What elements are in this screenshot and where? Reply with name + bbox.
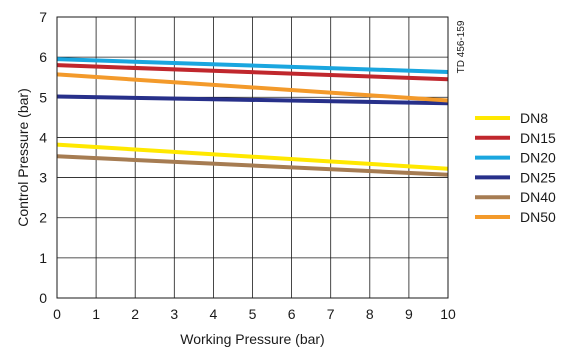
y-tick-label: 5 <box>39 89 47 105</box>
y-tick-label: 1 <box>39 250 47 266</box>
legend: DN8 DN15 DN20 DN25 DN40 DN50 <box>475 110 556 225</box>
x-tick-label: 0 <box>53 306 61 322</box>
y-axis-label: Control Pressure (bar) <box>15 88 31 227</box>
x-tick-label: 5 <box>249 306 257 322</box>
y-tick-label: 0 <box>39 290 47 306</box>
legend-label-dn15: DN15 <box>520 130 556 146</box>
x-tick-label: 8 <box>366 306 374 322</box>
x-tick-label: 7 <box>327 306 335 322</box>
x-axis-ticks: 0 1 2 3 4 5 6 7 8 9 10 <box>53 306 456 322</box>
y-tick-label: 3 <box>39 170 47 186</box>
x-tick-label: 10 <box>440 306 456 322</box>
legend-label-dn40: DN40 <box>520 189 556 205</box>
series-lines <box>56 57 449 177</box>
plot-frame <box>56 16 449 299</box>
x-tick-label: 4 <box>210 306 218 322</box>
figure-reference-code: TD 456-159 <box>456 20 467 73</box>
series-line-dn40 <box>56 154 449 177</box>
legend-label-dn50: DN50 <box>520 209 556 225</box>
y-axis-ticks: 0 1 2 3 4 5 6 7 <box>39 9 47 306</box>
y-tick-label: 7 <box>39 9 47 25</box>
x-tick-label: 1 <box>92 306 100 322</box>
series-line-dn8 <box>56 142 449 171</box>
x-axis-label: Working Pressure (bar) <box>180 331 324 347</box>
series-line-dn50 <box>56 72 449 103</box>
y-tick-label: 6 <box>39 49 47 65</box>
x-tick-label: 3 <box>170 306 178 322</box>
x-tick-label: 9 <box>405 306 413 322</box>
x-tick-label: 2 <box>131 306 139 322</box>
legend-label-dn8: DN8 <box>520 110 548 126</box>
legend-label-dn20: DN20 <box>520 150 556 166</box>
legend-label-dn25: DN25 <box>520 169 556 185</box>
series-line-dn25 <box>56 94 449 106</box>
series-line-dn20 <box>56 57 449 74</box>
x-tick-label: 6 <box>288 306 296 322</box>
y-tick-label: 4 <box>39 129 47 145</box>
y-tick-label: 2 <box>39 210 47 226</box>
series-line-dn15 <box>56 63 449 82</box>
